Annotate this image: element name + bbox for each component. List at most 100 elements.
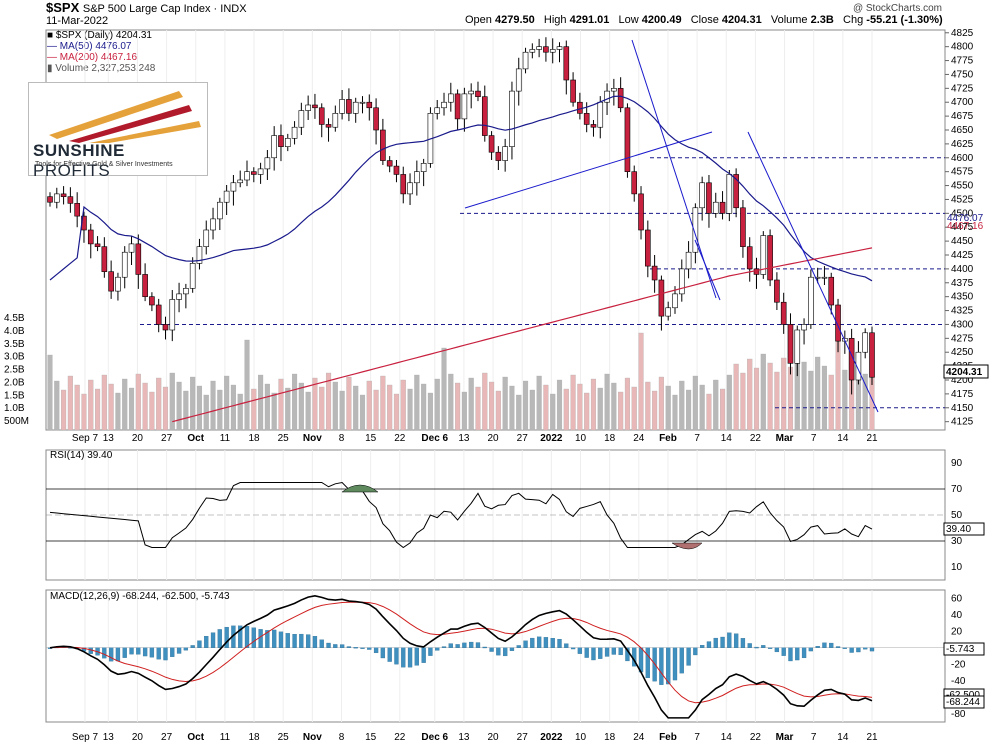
macd-histogram-bar xyxy=(516,645,521,648)
price-y-tick-label: 4725 xyxy=(951,83,974,94)
volume-bar xyxy=(108,383,114,431)
candle-body xyxy=(284,138,291,147)
volume-bar xyxy=(468,377,474,431)
macd-histogram-bar xyxy=(421,647,426,663)
volume-bar xyxy=(781,357,787,431)
volume-tick-label: 2.0B xyxy=(4,377,25,388)
x-tick-label: 8 xyxy=(339,433,345,444)
macd-histogram-bar xyxy=(312,636,318,648)
candle-body xyxy=(502,146,508,161)
candle-body xyxy=(210,218,216,231)
macd-histogram-bar xyxy=(781,647,786,656)
x-tick-label: Nov xyxy=(303,433,322,444)
macd-histogram-bar xyxy=(122,647,127,658)
volume-bar xyxy=(597,387,603,431)
volume-bar xyxy=(448,373,454,431)
volume-bar xyxy=(244,339,250,431)
candle-body xyxy=(251,171,257,175)
candle-body xyxy=(672,293,678,309)
x-tick-label: 27 xyxy=(161,433,173,444)
candle-body xyxy=(699,182,705,209)
macd-histogram-bar xyxy=(414,647,419,666)
candle-body xyxy=(434,107,441,114)
x-tick-label-bottom: 27 xyxy=(161,732,173,743)
macd-histogram-bar xyxy=(618,647,623,656)
volume-bar xyxy=(495,390,501,431)
price-y-tick-label: 4775 xyxy=(951,56,974,67)
macd-histogram-bar xyxy=(272,629,277,648)
x-tick-label: Feb xyxy=(659,433,677,444)
macd-histogram-bar xyxy=(666,647,671,685)
candle-body xyxy=(386,160,393,167)
macd-histogram-bar xyxy=(285,633,290,648)
macd-histogram-bar xyxy=(462,642,467,648)
candle-body xyxy=(271,135,277,159)
candle-body xyxy=(522,51,529,70)
volume-bar xyxy=(522,380,529,431)
x-tick-label: 27 xyxy=(517,433,529,444)
candle-body xyxy=(787,324,794,364)
x-tick-label: 14 xyxy=(837,433,849,444)
macd-histogram-bar xyxy=(346,646,352,648)
volume-bar xyxy=(842,369,848,431)
candle-body xyxy=(740,207,746,247)
x-tick-label-bottom: 22 xyxy=(394,732,406,743)
candle-body xyxy=(380,129,386,161)
volume-bar xyxy=(332,381,338,431)
volume-bar xyxy=(74,384,80,431)
logo-tagline: Tools for Effective Gold & Silver Invest… xyxy=(35,161,173,168)
macd-histogram-bar xyxy=(373,647,379,654)
macd-histogram-bar xyxy=(360,647,365,649)
candle-body xyxy=(706,182,712,214)
macd-signal-line xyxy=(49,601,873,704)
volume-bar xyxy=(305,391,311,431)
x-tick-label: 7 xyxy=(811,433,817,444)
macd-histogram-bar xyxy=(808,647,814,652)
macd-histogram-bar xyxy=(265,630,270,648)
macd-histogram-bar xyxy=(197,640,202,648)
candle-body xyxy=(767,235,773,281)
volume-bar xyxy=(455,382,461,431)
x-tick-label-bottom: Oct xyxy=(187,732,204,743)
volume-bar xyxy=(760,353,766,431)
volume-bar xyxy=(516,394,522,431)
volume-bar xyxy=(95,388,101,431)
candle-body xyxy=(74,203,80,217)
x-tick-label-bottom: 20 xyxy=(132,732,144,743)
candle-body xyxy=(47,196,53,203)
volume-bar xyxy=(122,378,128,431)
volume-bar xyxy=(475,386,481,431)
volume-bar xyxy=(502,376,508,431)
chart-date: 11-Mar-2022 xyxy=(46,15,109,27)
volume-bar xyxy=(611,382,617,431)
candle-body xyxy=(577,101,583,114)
price-y-tick-label: 4250 xyxy=(951,347,974,358)
price-y-tick-label: 4425 xyxy=(951,250,974,261)
volume-bar xyxy=(196,385,203,431)
price-y-tick-label: 4475 xyxy=(951,222,974,233)
volume-bar xyxy=(67,375,73,431)
candle-body xyxy=(149,296,155,306)
price-y-tick-label: 4325 xyxy=(951,306,974,317)
macd-histogram-bar xyxy=(258,629,263,648)
macd-histogram-bar xyxy=(251,627,256,648)
volume-bar xyxy=(61,389,67,431)
candle-body xyxy=(244,171,250,181)
candle-body xyxy=(583,113,590,125)
candle-body xyxy=(645,229,651,267)
volume-bar xyxy=(224,375,230,431)
x-tick-label: Mar xyxy=(776,433,794,444)
candle-body xyxy=(393,165,400,175)
panel-frame-0 xyxy=(45,29,946,431)
macd-y-tick-label: 20 xyxy=(951,626,963,637)
macd-histogram-bar xyxy=(856,647,861,653)
volume-bar xyxy=(47,354,53,431)
volume-bar xyxy=(81,393,87,431)
candle-body xyxy=(115,276,121,292)
macd-histogram-bar xyxy=(863,647,868,650)
macd-value-box xyxy=(943,642,985,656)
candle-body xyxy=(407,182,413,195)
x-tick-label: 24 xyxy=(633,433,645,444)
volume-bar xyxy=(387,384,393,431)
